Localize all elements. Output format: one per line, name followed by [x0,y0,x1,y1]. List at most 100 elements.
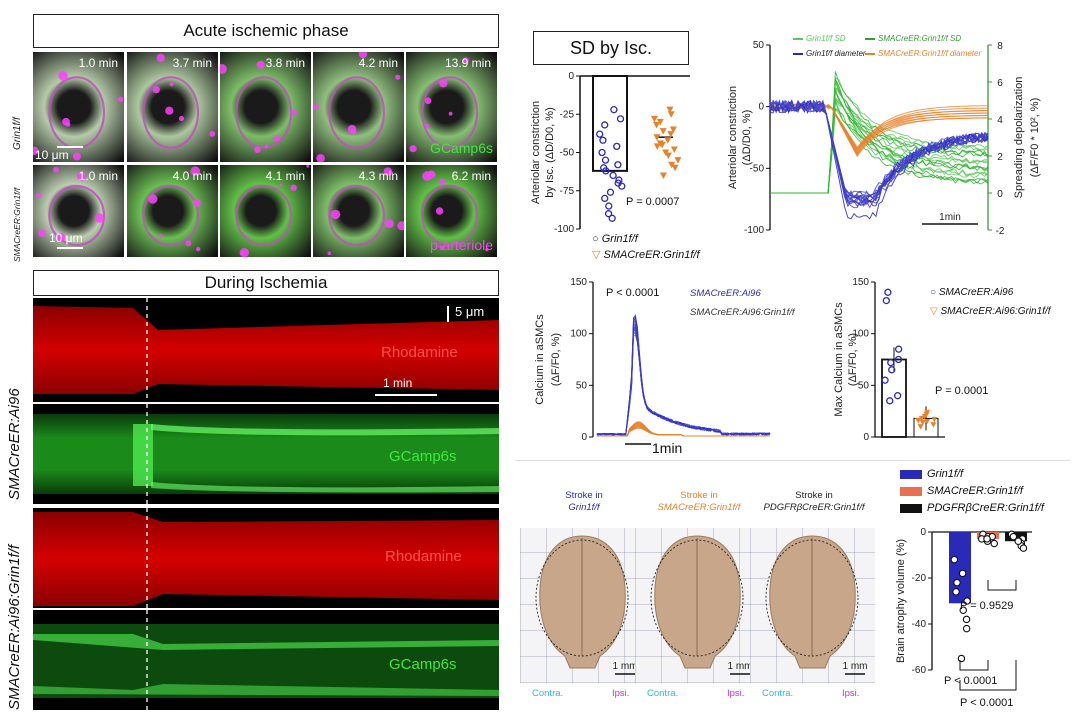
data-point [881,376,889,384]
y-tick-label: 50 [753,40,765,51]
trace-legend-item-4: SMACreER:Grin1f/f diameter [865,49,981,58]
y2-tick-label: 4 [997,115,1003,126]
magenta-puncta [94,213,104,223]
calcium-legend-1: SMACreER:Ai96 [690,288,761,299]
y-tick-label: -75 [560,186,575,197]
magenta-puncta [77,171,87,181]
atrophy-p3: P < 0.0001 [960,697,1014,709]
y2-tick-label: 2 [997,152,1003,163]
ischemic-region-outline [765,539,859,657]
time-scale-label: 1min [939,212,961,223]
data-point [959,606,967,614]
sd-trace [770,79,989,194]
data-point [653,134,661,141]
data-point [957,654,966,663]
arteriole-ring [421,76,479,149]
micrograph-r2-c5: 6.2 min p-arteriole [406,165,497,257]
y-tick-label: -25 [560,109,575,120]
magenta-puncta [220,64,227,74]
magenta-puncta [152,86,160,94]
data-point [613,142,621,151]
brain-photo-1: 1 mm [520,528,645,683]
maxca-legend-2: ▽ SMACreER:Ai96:Grin1f/f [930,306,1051,317]
magenta-puncta [53,166,59,173]
data-point [990,539,998,548]
data-point [664,137,672,144]
y2-tick-label: -2 [996,226,1005,237]
arteriole-ring [142,76,200,149]
data-point [666,106,674,114]
data-point [930,422,937,428]
magenta-puncta [58,71,68,81]
magenta-puncta [438,178,446,185]
data-point [614,179,622,187]
sd-title: SD by Isc. [533,31,689,65]
panel-a-title: Acute ischemic phase [33,14,499,48]
scale-label: 10 μm [35,148,69,162]
trace-chart: 50 0 -50 -100 8 6 4 2 0 -2 Arteriolar constriction… [727,40,1041,237]
magenta-puncta [306,165,310,168]
trace-legend-item-2: SMACreER:Grin1f/f SD [865,34,961,43]
y-tick-label: -40 [912,619,927,630]
blue-calcium-trace [596,327,771,436]
atrophy-legend-item-3: PDGFRβCreER:Grin1f/f [900,502,1044,514]
data-point [917,424,924,430]
data-point [962,624,971,633]
magenta-puncta [439,246,444,251]
y2-axis-label-2: (ΔF/F0 * 10², %) [1029,98,1041,177]
data-point [1009,532,1018,541]
contra-label: Contra. [762,688,794,699]
maxca-chart: 150 100 50 0 Max Calcium in aSMCs (ΔF/F0, %) [833,277,945,443]
micrograph-r1-c5: 13.9 min GCamp6s [406,52,497,162]
sd-legend-1: ○ Grin1f/f [592,233,638,245]
data-point [604,210,613,218]
brain-header-3: Stroke in PDGFRβCreER:Grin1f/f [763,490,865,513]
y-tick-label: 0 [920,527,926,538]
magenta-puncta [347,124,357,134]
time-label: 4.2 min [358,56,398,70]
y-tick-label: 0 [581,432,587,443]
blue-calcium-trace [596,326,771,436]
magenta-puncta [330,209,341,220]
blue-calcium-trace [596,332,771,436]
data-point [895,345,903,353]
data-point [664,152,672,160]
magenta-puncta [358,52,368,59]
data-point [1019,544,1028,552]
y-tick-label: -100 [554,224,574,235]
orange-calcium-trace [597,421,770,437]
data-point [894,355,903,364]
data-point [599,136,607,144]
magenta-puncta [190,166,200,176]
magenta-puncta [264,144,269,148]
maxca-legend-1: ○ SMACreER:Ai96 [930,287,1014,298]
data-point [653,143,661,150]
data-point [931,416,938,423]
micrograph-r2-c3: 4.1 min [220,165,311,257]
data-point [953,578,961,587]
data-point [983,535,991,543]
arteriole-ring [328,185,386,247]
blue-calcium-trace [596,323,771,436]
magenta-puncta [246,234,250,238]
brain-header-2: Stroke in SMACreER:Grin1f/f [657,490,741,513]
data-point [924,409,931,416]
magenta-puncta [256,60,265,69]
y-tick-label: -50 [750,163,765,174]
magenta-puncta [439,79,448,88]
atrophy-chart: 0 -20 -40 -60 Brain atrophy volume (%) [895,527,1032,691]
data-point [606,188,615,196]
blue-diameter-trace [769,99,989,208]
atrophy-legend-item-1: Grin1f/f [900,468,963,480]
magenta-puncta [178,115,185,122]
micrograph-r2-c1: 1.0 min 10 μm [33,165,124,257]
magenta-puncta [385,219,394,229]
y-tick-label: -50 [560,148,575,159]
blue-calcium-trace [596,323,771,436]
sig-bracket-2 [959,660,989,671]
magenta-puncta [427,170,436,179]
sd-pvalue: P = 0.0007 [626,196,680,208]
data-point [656,118,664,126]
atrophy-p2: P < 0.0001 [944,675,998,687]
data-point [658,141,666,149]
